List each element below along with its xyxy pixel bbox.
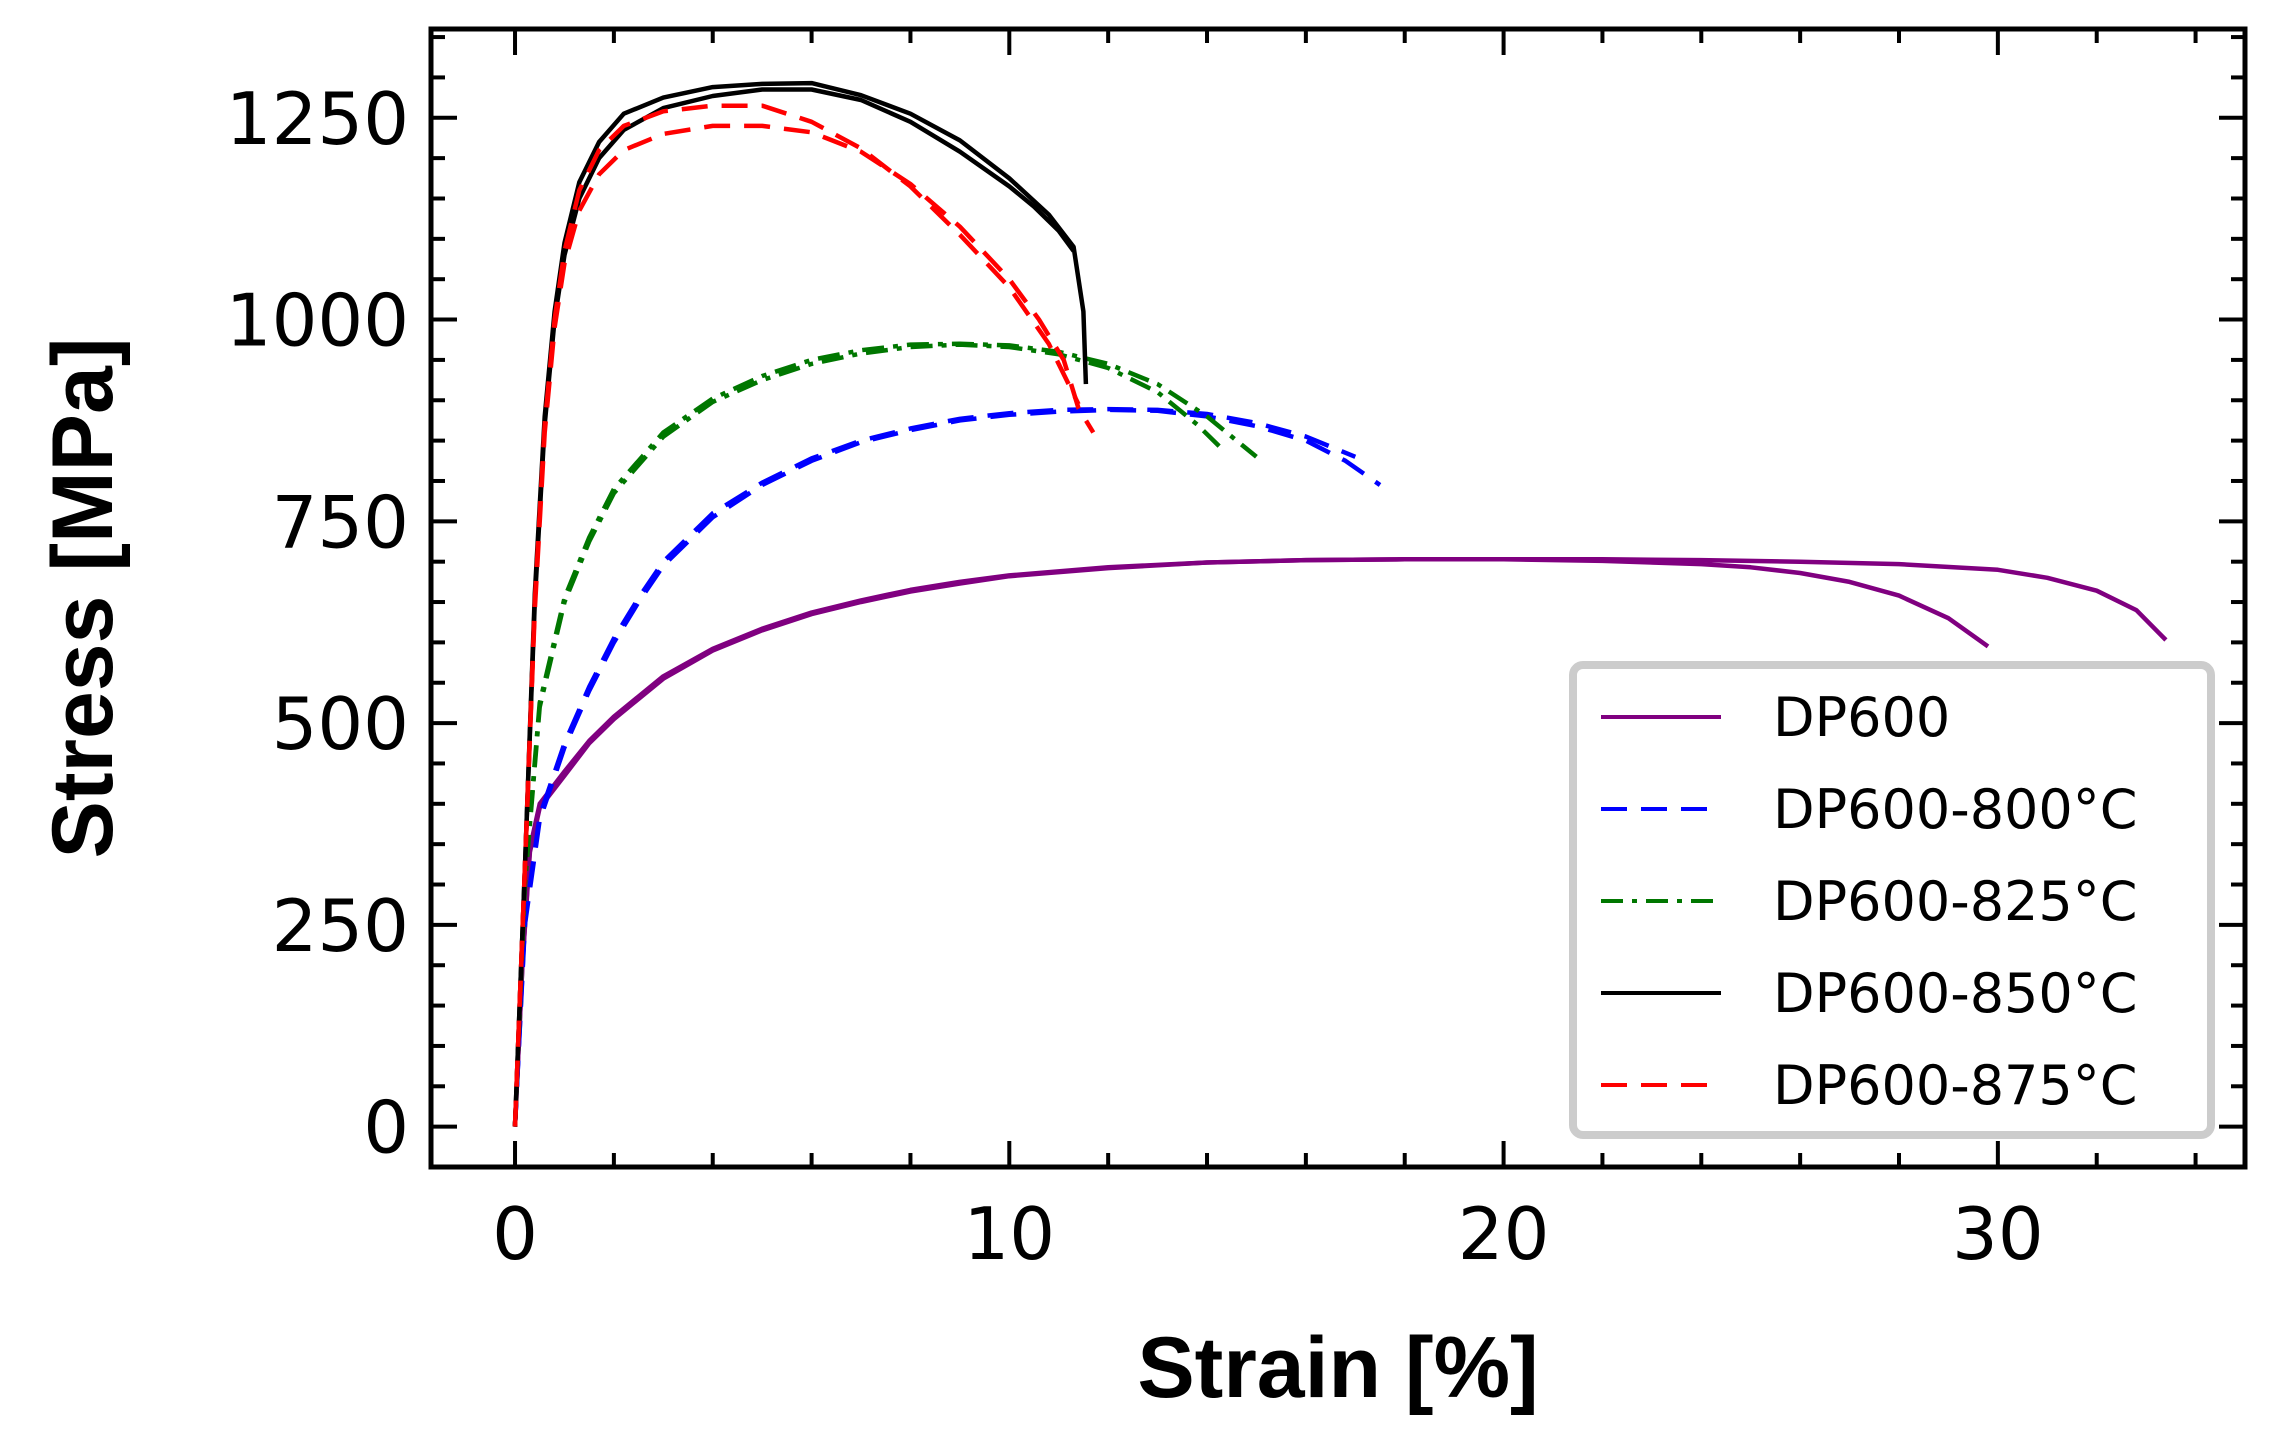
x-tick-label: 30 <box>1952 1192 2044 1276</box>
legend-label: DP600-800°C <box>1773 778 2137 841</box>
x-axis-title: Strain [%] <box>1137 1320 1538 1416</box>
series-4-curve-1 <box>512 103 1081 1127</box>
y-tick-label: 1000 <box>226 279 409 363</box>
legend-label: DP600-850°C <box>1773 962 2137 1025</box>
series-2-curve-1 <box>512 341 1258 1127</box>
series-4-curve-0 <box>512 123 1096 1127</box>
legend-box <box>1569 661 2215 1139</box>
series-0-curve-1 <box>512 557 2168 1127</box>
y-tick-label: 1250 <box>226 77 409 161</box>
series-1-curve-1 <box>512 406 1357 1127</box>
x-tick-label: 20 <box>1458 1192 1550 1276</box>
legend-label: DP600 <box>1773 686 1950 749</box>
y-axis-title: Stress [MPa] <box>35 338 131 859</box>
y-tick-label: 750 <box>272 480 409 564</box>
series-3-curve-1 <box>512 80 1089 1127</box>
y-tick-label: 0 <box>363 1086 409 1170</box>
series-layer <box>512 80 2168 1127</box>
tick-labels: 0 10 20 30 0 250 500 750 1000 1250 <box>226 77 2044 1276</box>
y-tick-label: 500 <box>272 682 409 766</box>
plot-frame <box>428 26 2248 1170</box>
x-tick-label: 0 <box>492 1192 538 1276</box>
legend-label: DP600-875°C <box>1773 1054 2137 1117</box>
x-tick-label: 10 <box>963 1192 1055 1276</box>
y-tick-label: 250 <box>272 884 409 968</box>
legend: DP600 DP600-800°C DP600-825°C DP600-850°C DP… <box>1569 661 2215 1139</box>
legend-label: DP600-825°C <box>1773 870 2137 933</box>
series-3-curve-0 <box>512 87 1076 1127</box>
series-2-curve-0 <box>512 342 1224 1127</box>
series-1-curve-0 <box>512 407 1382 1127</box>
